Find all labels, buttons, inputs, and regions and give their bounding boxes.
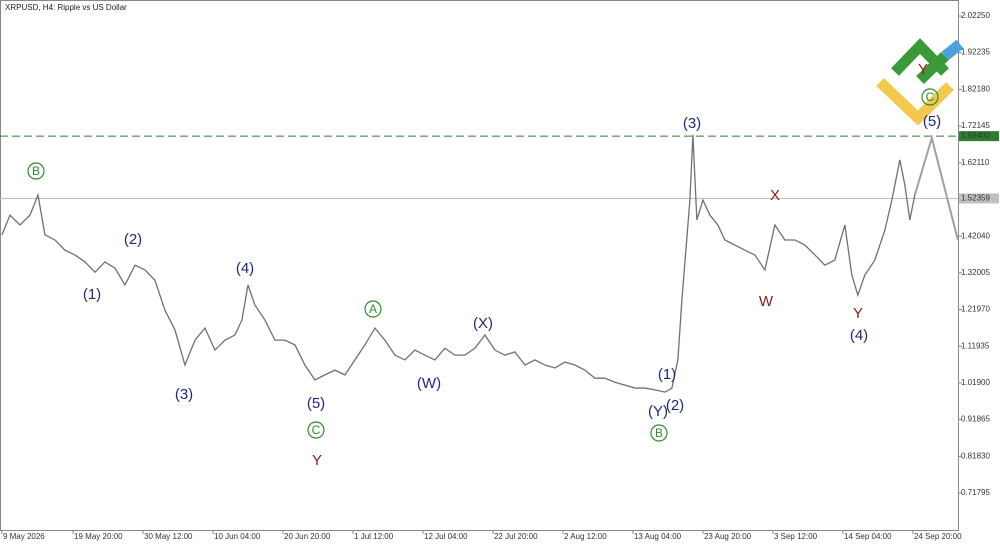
wave-circle bbox=[27, 162, 45, 180]
x-tick-label: 20 Jun 20:00 bbox=[284, 532, 331, 541]
level-tag bbox=[959, 131, 999, 142]
wave-label: W bbox=[759, 293, 774, 310]
level-label: 1.69400 bbox=[961, 131, 990, 140]
y-tick-label: 1.62110 bbox=[961, 158, 990, 167]
y-tick-label: 1.92235 bbox=[961, 48, 990, 57]
x-tick-label: 13 Aug 04:00 bbox=[634, 532, 682, 541]
wave-label: Y bbox=[918, 61, 928, 78]
wave-label: (X) bbox=[473, 315, 493, 332]
x-tick-label: 1 Jul 12:00 bbox=[354, 532, 394, 541]
wave-label: (4) bbox=[236, 260, 254, 277]
wave-label: C bbox=[926, 90, 935, 104]
y-tick-label: 1.82180 bbox=[961, 85, 990, 94]
wave-label: Y bbox=[853, 305, 863, 322]
wave-label: (4) bbox=[850, 327, 868, 344]
wave-label: (Y) bbox=[648, 403, 668, 420]
x-tick-label: 3 Sep 12:00 bbox=[774, 532, 818, 541]
x-tick-label: 10 Jun 04:00 bbox=[214, 532, 261, 541]
wave-label: C bbox=[312, 423, 321, 437]
wave-label: A bbox=[369, 302, 377, 316]
wave-label: B bbox=[32, 164, 40, 178]
wave-circle bbox=[921, 88, 939, 106]
projection-line bbox=[913, 134, 959, 241]
wave-label: (2) bbox=[666, 397, 684, 414]
x-tick-label: 14 Sep 04:00 bbox=[844, 532, 892, 541]
y-tick-label: 0.91865 bbox=[961, 415, 990, 424]
y-tick-label: 1.01900 bbox=[961, 378, 990, 387]
chart-title: XRPUSD, H4: Ripple vs US Dollar bbox=[5, 3, 127, 12]
logo bbox=[876, 38, 964, 126]
wave-label: (2) bbox=[124, 231, 142, 248]
y-tick-label: 1.72145 bbox=[961, 121, 990, 130]
wave-circle bbox=[650, 424, 668, 442]
wave-label: (5) bbox=[307, 395, 325, 412]
price-line bbox=[1, 135, 916, 393]
level-tag bbox=[959, 193, 999, 204]
wave-label: (3) bbox=[175, 386, 193, 403]
wave-circle bbox=[364, 300, 382, 318]
wave-label: (W) bbox=[417, 375, 441, 392]
y-tick-label: 1.32005 bbox=[961, 268, 990, 277]
wave-circle bbox=[307, 421, 325, 439]
y-tick-label: 1.11935 bbox=[961, 341, 990, 350]
y-tick-label: 0.71795 bbox=[961, 488, 990, 497]
x-tick-label: 23 Aug 20:00 bbox=[704, 532, 752, 541]
wave-label: (3) bbox=[683, 115, 701, 132]
x-tick-label: 22 Jul 20:00 bbox=[494, 532, 538, 541]
wave-label: (1) bbox=[658, 366, 676, 383]
x-tick-label: 19 May 20:00 bbox=[74, 532, 123, 541]
y-tick-label: 1.21970 bbox=[961, 305, 990, 314]
wave-label: B bbox=[655, 426, 663, 440]
x-tick-label: 30 May 12:00 bbox=[144, 532, 193, 541]
plot-frame bbox=[0, 0, 959, 531]
wave-label: Y bbox=[312, 452, 322, 469]
x-tick-label: 12 Jul 04:00 bbox=[424, 532, 468, 541]
wave-label: (5) bbox=[923, 113, 941, 130]
y-tick-label: 1.42040 bbox=[961, 231, 990, 240]
level-label: 1.52359 bbox=[961, 194, 990, 203]
wave-label: X bbox=[770, 187, 780, 204]
x-tick-label: 24 Sep 20:00 bbox=[914, 532, 962, 541]
y-tick-label: 0.81830 bbox=[961, 451, 990, 460]
x-tick-label: 2 Aug 12:00 bbox=[564, 532, 607, 541]
wave-label: (1) bbox=[83, 286, 101, 303]
x-tick-label: 9 May 2026 bbox=[3, 532, 45, 541]
y-tick-label: 2.02250 bbox=[961, 11, 990, 20]
